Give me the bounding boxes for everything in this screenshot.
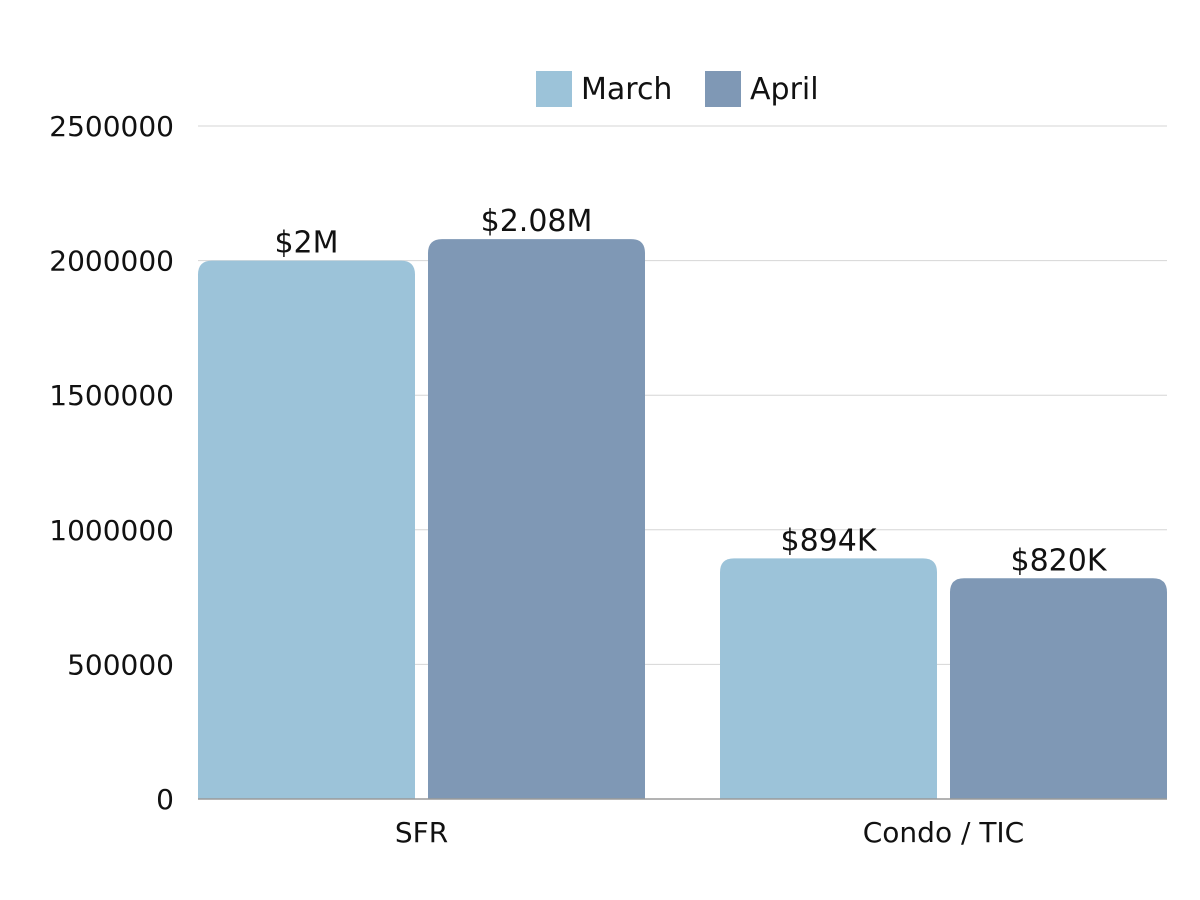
y-tick-label: 1000000 xyxy=(49,514,174,547)
legend-label: March xyxy=(581,72,672,107)
data-label: $894K xyxy=(780,523,877,558)
x-category-label: Condo / TIC xyxy=(863,816,1024,849)
bars xyxy=(198,239,1167,800)
legend-item-april[interactable]: April xyxy=(705,71,819,107)
y-tick-label: 2000000 xyxy=(49,245,174,278)
x-axis-categories: SFR Condo / TIC xyxy=(395,816,1024,849)
legend[interactable]: March April xyxy=(536,71,819,107)
y-tick-label: 2500000 xyxy=(49,110,174,143)
x-category-label: SFR xyxy=(395,816,448,849)
y-axis-ticks: 0 500000 1000000 1500000 2000000 2500000 xyxy=(49,110,174,816)
data-labels: $2M $2.08M $894K $820K xyxy=(274,204,1107,578)
data-label: $2M xyxy=(274,226,338,261)
bar-april-1 xyxy=(950,578,1167,799)
bar-march-0 xyxy=(198,260,415,800)
bar-april-0 xyxy=(428,239,645,800)
bar-march-1 xyxy=(720,558,937,799)
y-tick-label: 500000 xyxy=(67,648,174,681)
legend-label: April xyxy=(750,72,819,107)
legend-item-march[interactable]: March xyxy=(536,71,672,107)
data-label: $2.08M xyxy=(481,204,593,239)
y-tick-label: 0 xyxy=(156,783,174,816)
data-label: $820K xyxy=(1010,543,1107,578)
legend-swatch xyxy=(705,71,741,107)
y-tick-label: 1500000 xyxy=(49,379,174,412)
legend-swatch xyxy=(536,71,572,107)
